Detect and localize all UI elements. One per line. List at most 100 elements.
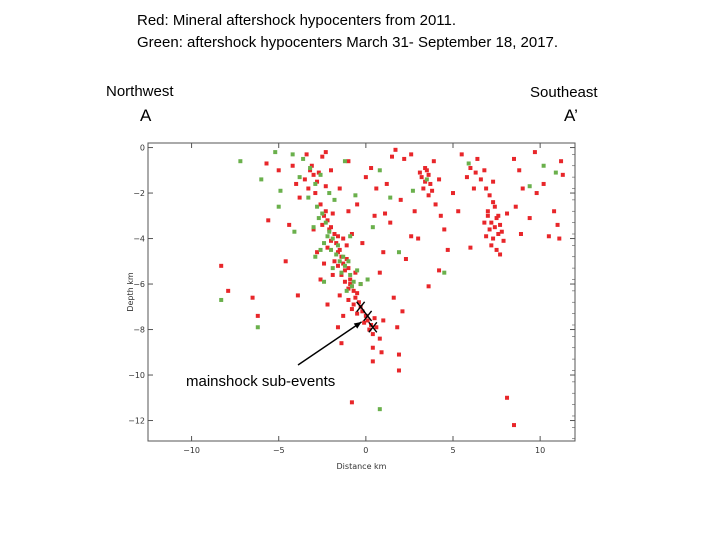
hypocenter-2011-point — [346, 159, 351, 164]
hypocenter-2017-point — [335, 243, 340, 248]
hypocenter-2011-point — [323, 184, 328, 189]
hypocenter-2011-point — [355, 311, 360, 316]
hypocenter-2011-point — [370, 345, 375, 350]
hypocenter-2011-point — [322, 261, 327, 266]
hypocenter-2017-point — [219, 297, 224, 302]
hypocenter-2011-point — [381, 250, 386, 255]
hypocenter-2011-point — [255, 313, 260, 318]
hypocenter-2011-point — [388, 220, 393, 225]
hypocenter-2011-point — [560, 172, 565, 177]
hypocenter-2011-point — [391, 295, 396, 300]
hypocenter-2011-point — [315, 250, 320, 255]
hypocenter-2011-point — [325, 302, 330, 307]
hypocenter-2011-point — [349, 231, 354, 236]
marker-stroke — [356, 301, 366, 313]
hypocenter-2011-point — [332, 231, 337, 236]
hypocenter-2011-point — [327, 227, 332, 232]
x-tick-label: −10 — [183, 446, 200, 455]
hypocenter-2011-point — [468, 245, 473, 250]
y-tick-label: −12 — [128, 417, 145, 426]
hypocenter-2011-point — [367, 327, 372, 332]
hypocenter-2011-point — [266, 218, 271, 223]
y-tick-label: −2 — [133, 189, 145, 198]
hypocenter-2011-point — [339, 272, 344, 277]
hypocenter-2017-point — [337, 259, 342, 264]
hypocenter-2011-point — [482, 220, 487, 225]
caption-line-green: Green: aftershock hypocenters March 31- … — [137, 34, 559, 51]
hypocenter-2017-point — [327, 229, 332, 234]
hypocenter-2011-point — [518, 231, 523, 236]
hypocenter-2011-point — [349, 307, 354, 312]
y-tick-label: −10 — [128, 371, 145, 380]
hypocenter-2017-point — [342, 263, 347, 268]
hypocenter-2017-point — [329, 247, 333, 252]
hypocenter-2017-point — [334, 252, 339, 257]
hypocenter-2017-point — [339, 270, 344, 275]
hypocenter-2011-point — [409, 234, 414, 239]
hypocenter-2017-point — [410, 188, 415, 193]
hypocenter-2011-point — [423, 166, 428, 171]
mainshock-annotation-label: mainshock sub-events — [186, 373, 335, 390]
hypocenter-2011-point — [355, 202, 360, 207]
hypocenter-2011-point — [283, 259, 288, 264]
hypocenter-2011-point — [362, 320, 367, 325]
hypocenter-2011-point — [294, 181, 299, 186]
hypocenter-2011-point — [306, 186, 311, 191]
hypocenter-2011-point — [329, 238, 333, 243]
hypocenter-2011-point — [396, 368, 401, 373]
hypocenter-2011-point — [297, 195, 302, 200]
hypocenter-2011-point — [491, 179, 496, 184]
hypocenter-2011-point — [398, 197, 403, 202]
hypocenter-2011-point — [377, 336, 382, 341]
hypocenter-2017-point — [290, 152, 295, 157]
y-tick-label: −8 — [133, 326, 145, 335]
x-tick-label: 5 — [450, 446, 455, 455]
hypocenter-2017-point — [332, 197, 337, 202]
hypocenter-2017-point — [315, 204, 320, 209]
hypocenter-2017-point — [351, 279, 356, 284]
hypocenter-2017-point — [527, 184, 532, 189]
hypocenter-2017-point — [297, 175, 302, 180]
hypocenter-2011-point — [379, 350, 384, 355]
hypocenter-2011-point — [316, 170, 321, 175]
hypocenter-2011-point — [489, 243, 494, 248]
annotation-arrow-line — [297, 321, 362, 366]
hypocenter-2017-point — [355, 268, 360, 273]
hypocenter-2017-point — [316, 216, 321, 221]
hypocenter-2011-point — [355, 291, 360, 296]
hypocenter-2011-point — [498, 222, 503, 227]
marker-stroke — [368, 321, 378, 333]
hypocenter-2011-point — [346, 286, 351, 291]
annotation-arrow-head — [353, 321, 362, 329]
hypocenter-2011-point — [520, 186, 525, 191]
hypocenter-2017-point — [301, 156, 306, 161]
hypocenter-2011-point — [219, 263, 224, 268]
hypocenter-2011-point — [437, 268, 442, 273]
hypocenter-2017-point — [313, 181, 318, 186]
hypocenter-2017-point — [396, 250, 401, 255]
hypocenter-2017-point — [311, 225, 316, 230]
hypocenter-2011-point — [335, 250, 340, 255]
x-tick-label: 0 — [363, 446, 368, 455]
hypocenter-2017-point — [259, 177, 264, 182]
x-tick-label: 10 — [535, 446, 545, 455]
hypocenter-2011-point — [445, 247, 450, 252]
hypocenter-2011-point — [342, 268, 347, 273]
hypocenter-2011-point — [335, 263, 340, 268]
hypocenter-2011-point — [365, 318, 370, 323]
hypocenter-2011-point — [353, 270, 358, 275]
hypocenter-2011-point — [485, 213, 490, 218]
marker-stroke — [363, 310, 373, 322]
hypocenter-2017-point — [377, 407, 382, 412]
hypocenter-2011-point — [342, 279, 347, 284]
hypocenter-2011-point — [349, 400, 354, 405]
hypocenter-2011-point — [485, 209, 490, 214]
hypocenter-2011-point — [351, 302, 356, 307]
hypocenter-2011-point — [491, 236, 496, 241]
hypocenter-2011-point — [491, 200, 496, 205]
hypocenter-2017-point — [255, 325, 260, 330]
hypocenter-2017-point — [348, 234, 353, 239]
hypocenter-2011-point — [344, 257, 349, 262]
hypocenter-2011-point — [337, 293, 342, 298]
hypocenter-2011-point — [276, 168, 281, 173]
